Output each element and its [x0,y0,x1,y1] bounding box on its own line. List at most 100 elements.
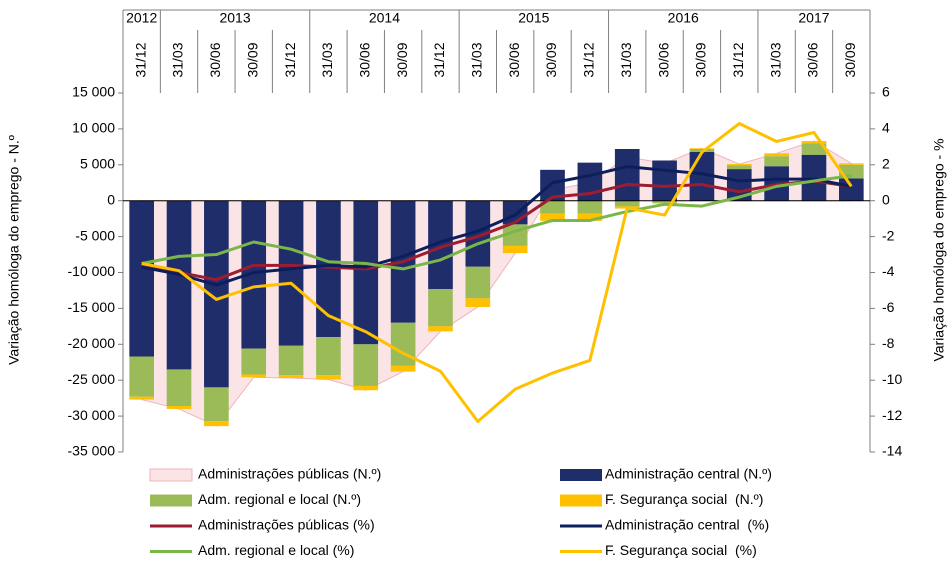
y-tick-label: -5 000 [75,227,115,243]
y-tick-label: -35 000 [68,443,116,459]
x-tick-label: 30/09 [543,42,559,77]
y-tick-label: -10 000 [68,263,116,279]
x-tick-label: 30/09 [842,42,858,77]
x-tick-label: 31/12 [431,42,447,77]
bar [129,396,155,400]
bar [428,326,453,332]
y-axis-label: Variação homóloga do emprego - N.º [6,135,22,365]
y2-tick-label: -8 [882,335,895,351]
bar [204,421,229,427]
y2-tick-label: -2 [882,227,895,243]
x-tick-label: 30/06 [655,42,671,77]
y2-tick-label: 2 [882,156,890,172]
y2-axis-label: Variação homóloga do emprego - % [931,138,947,361]
y2-tick-label: -4 [882,263,895,279]
x-tick-label: 31/12 [132,42,148,77]
bar [129,200,155,357]
y-tick-label: -15 000 [68,299,116,315]
y2-tick-label: 0 [882,191,890,207]
line [141,165,852,287]
legend-label: F. Segurança social (%) [605,542,757,558]
legend-label: Administrações públicas (N.º) [198,466,381,482]
x-tick-label: 31/03 [618,42,634,77]
y-tick-label: -25 000 [68,371,116,387]
bar [502,245,528,254]
bar [204,387,229,422]
bar [353,344,379,386]
bar [540,200,565,214]
bar [353,200,379,345]
bar [614,149,640,201]
bar [316,375,341,380]
bar [540,213,565,221]
x-tick-label: 31/12 [730,42,746,77]
bar [838,178,864,201]
line [141,179,852,282]
year-label: 2015 [518,10,549,26]
y2-tick-label: -14 [882,443,902,459]
legend-label: Adm. regional e local (%) [198,542,354,558]
bar [614,200,640,207]
y2-tick-label: -10 [882,371,902,387]
x-tick-label: 30/09 [394,42,410,77]
bar [726,165,752,170]
year-label: 2016 [668,10,699,26]
bar [278,375,304,379]
x-tick-label: 30/06 [207,42,223,77]
bar [577,200,603,214]
legend-swatch [560,469,602,481]
x-tick-label: 31/03 [469,42,485,77]
legend-label: Administração central (%) [605,517,769,533]
bar [166,369,192,407]
x-tick-label: 31/03 [767,42,783,77]
bar [241,348,267,375]
bar [764,156,789,167]
bar [577,213,603,221]
bar [801,141,827,144]
legend-label: Administrações públicas (%) [198,517,375,533]
bar [801,143,827,155]
bar [278,200,304,346]
y2-tick-label: -6 [882,299,895,315]
bar [353,385,379,391]
x-tick-label: 30/09 [693,42,709,77]
bar [764,153,789,157]
y2-tick-label: 6 [882,84,890,100]
legend-label: Administração central (N.º) [605,466,772,482]
legend-swatch [149,468,193,482]
bar [465,266,491,299]
bar [390,365,416,372]
bar [689,148,715,150]
x-tick-label: 30/06 [805,42,821,77]
bar [129,356,155,397]
bar [166,200,192,370]
legend-label: Adm. regional e local (N.º) [198,491,361,507]
line [141,122,853,423]
bar [465,298,491,307]
bar [316,337,341,376]
legend-swatch [560,494,602,507]
y-tick-label: -20 000 [68,335,116,351]
x-tick-label: 31/03 [170,42,186,77]
x-tick-label: 31/12 [581,42,597,77]
bar [166,406,192,409]
year-label: 2017 [798,10,829,26]
year-label: 2014 [369,10,400,26]
year-label: 2012 [126,10,157,26]
x-tick-label: 30/06 [356,42,372,77]
bar [652,160,677,201]
x-tick-label: 31/03 [319,42,335,77]
legend-swatch [150,494,192,507]
y-tick-label: 0 [107,191,115,207]
y-tick-label: 10 000 [72,120,115,136]
legend-label: F. Segurança social (N.º) [605,491,763,507]
bar [278,345,304,376]
bar [726,164,752,166]
y2-tick-label: 4 [882,120,890,136]
bar [390,322,416,366]
bar [652,200,677,203]
y-tick-label: 15 000 [72,84,115,100]
x-tick-label: 30/09 [244,42,260,77]
y2-tick-label: -12 [882,407,902,423]
